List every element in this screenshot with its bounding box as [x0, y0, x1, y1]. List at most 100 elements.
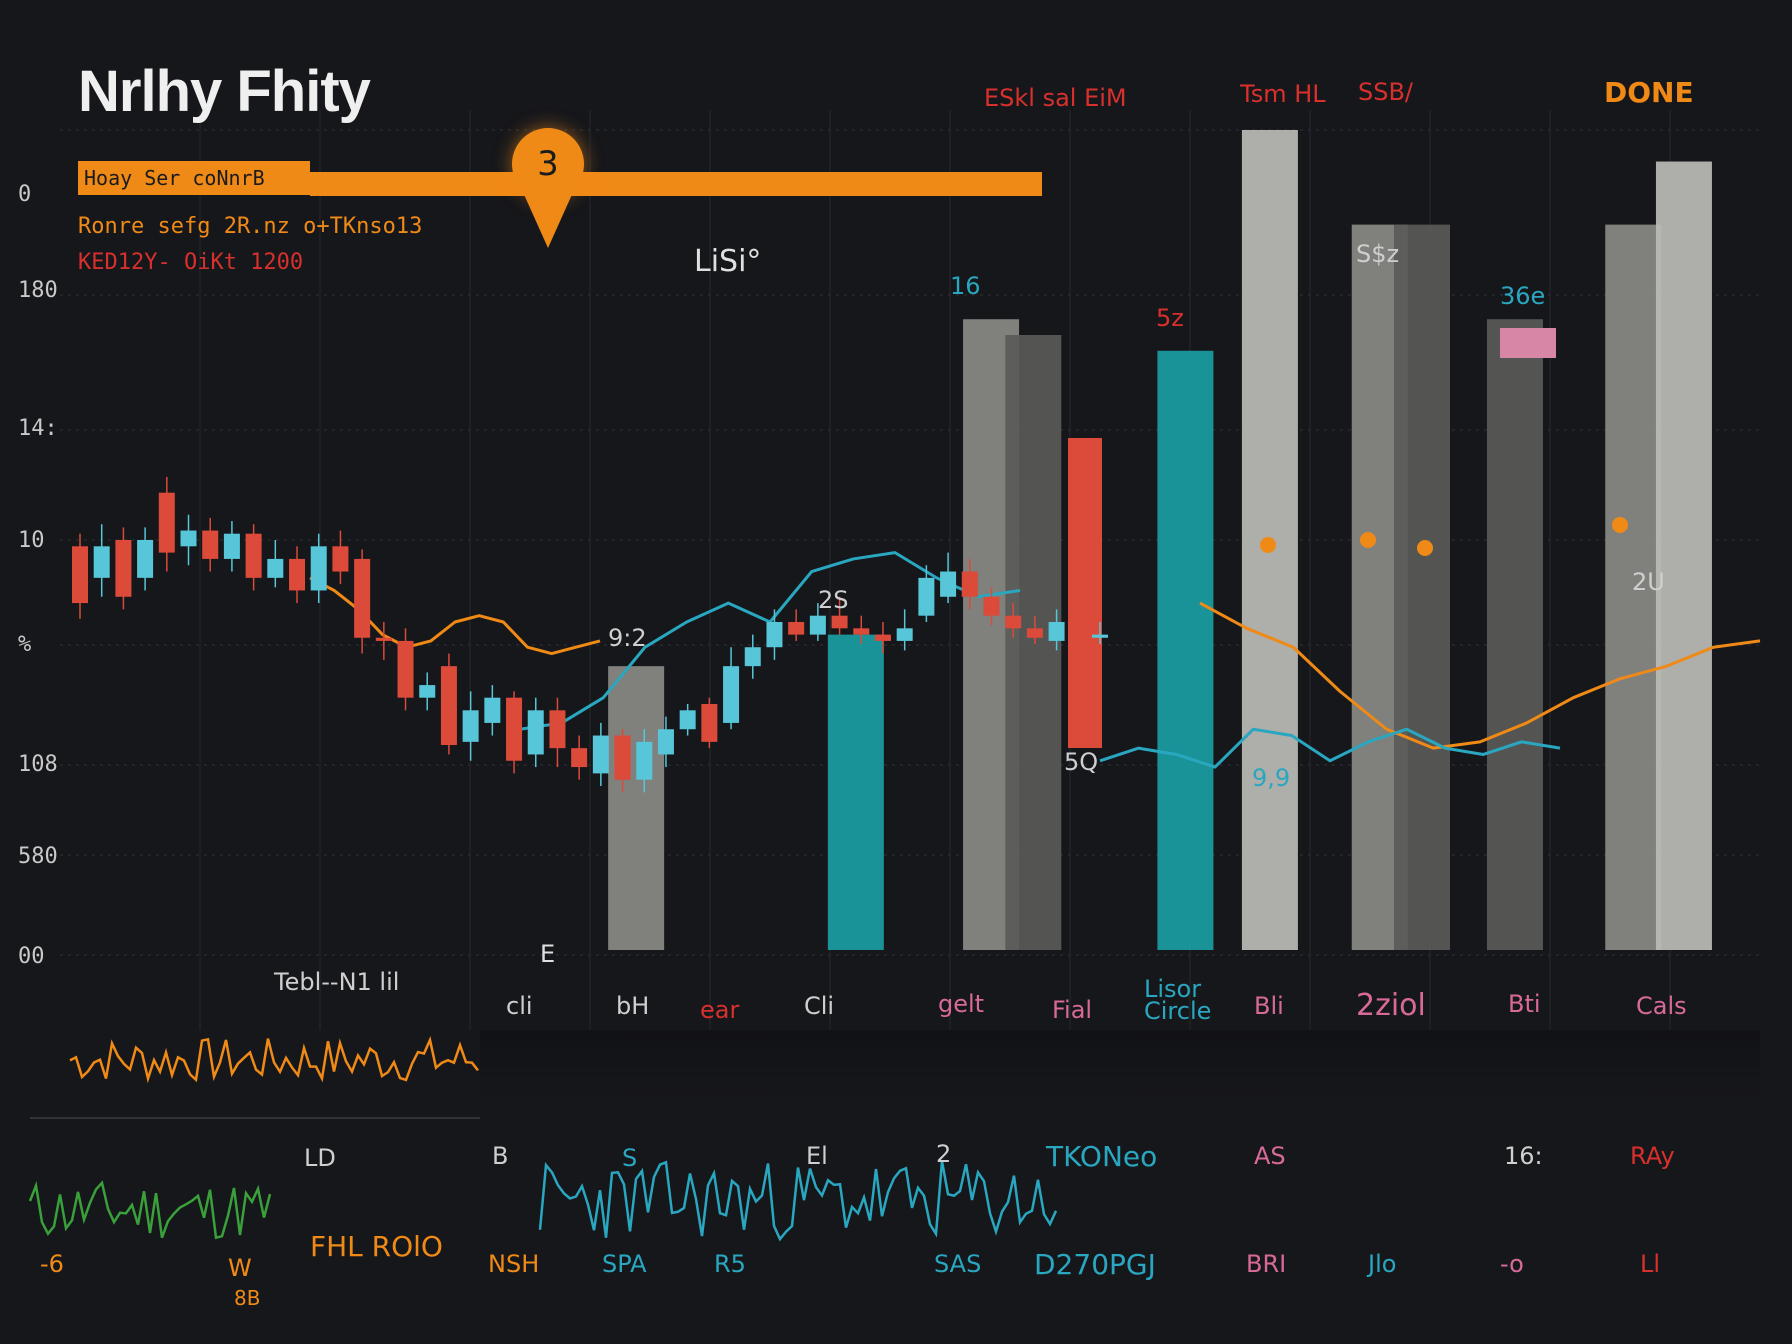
footer-label: SAS	[934, 1250, 982, 1278]
annotation-label: 16	[950, 272, 981, 300]
volume-bars	[608, 130, 1712, 951]
candle-body	[484, 697, 501, 723]
column-bar	[1394, 224, 1450, 951]
lower-label: 16:	[1504, 1142, 1543, 1170]
oscillator-line	[69, 1035, 479, 1084]
volume-wave	[28, 1180, 272, 1240]
candlesticks	[72, 476, 1108, 793]
y-tick-label: %	[18, 632, 32, 657]
candle-body	[853, 628, 870, 635]
panel-divider-shadow	[480, 1030, 1760, 1100]
indicator-dot	[1260, 537, 1276, 553]
candle-body	[723, 666, 740, 723]
annotation-label: 2S	[818, 586, 849, 614]
footer-label: Ll	[1640, 1250, 1661, 1278]
candle-body	[1070, 622, 1087, 638]
candle-body	[1005, 615, 1022, 629]
candle-body	[397, 640, 414, 698]
candle-body	[462, 710, 479, 742]
candle-body	[571, 748, 588, 768]
column-bar	[1157, 350, 1214, 950]
candle-body	[440, 666, 457, 745]
lower-label: AS	[1254, 1142, 1286, 1170]
lower-label: LD	[304, 1144, 336, 1172]
candle-body	[289, 558, 306, 591]
footer-label: BRI	[1246, 1250, 1287, 1278]
lower-label: RAy	[1630, 1142, 1675, 1170]
column-bar	[608, 666, 665, 950]
column-bar	[1005, 335, 1062, 950]
y-tick-label: 10	[18, 528, 45, 553]
indicator-dot	[1360, 532, 1376, 548]
candle-body	[636, 741, 653, 780]
candle-body	[549, 710, 566, 749]
lower-label: TKONeo	[1046, 1140, 1158, 1173]
footer-label: FHL ROlO	[310, 1230, 443, 1263]
marker-bar	[1068, 438, 1102, 748]
y-tick-label: 180	[18, 278, 58, 303]
x-tick-label: Bti	[1508, 990, 1541, 1018]
candle-body	[1092, 634, 1108, 638]
annotation-label: DONE	[1604, 76, 1694, 109]
candle-body	[983, 596, 1000, 616]
subtitle-1: Ronre sefg 2R.nz o+TKnso13	[78, 214, 423, 239]
candle-body	[809, 615, 826, 635]
x-tick-label: Cli	[804, 992, 835, 1020]
annotation-label: Tsm HL	[1240, 80, 1326, 108]
footer-label: NSH	[488, 1250, 540, 1278]
lower-panel	[28, 1035, 1058, 1242]
candle-body	[657, 729, 674, 755]
candle-body	[115, 540, 132, 597]
candle-body	[72, 546, 88, 604]
indicator-dot	[1612, 517, 1628, 533]
candle-body	[332, 546, 349, 572]
y-tick-label: 580	[18, 844, 58, 869]
pin-marker[interactable]: 3	[512, 128, 584, 200]
candle-body	[354, 558, 371, 638]
candle-body	[614, 735, 631, 780]
candle-body	[1026, 628, 1043, 638]
indicator-line	[309, 576, 601, 656]
indicator-line	[1099, 727, 1561, 769]
column-bar	[1605, 224, 1662, 951]
candle-body	[419, 685, 436, 698]
annotation-label: 9,9	[1252, 764, 1291, 792]
candle-body	[527, 710, 544, 755]
footer-label: D270PGJ	[1034, 1248, 1156, 1281]
annotation-label: SSB/	[1358, 78, 1414, 106]
footer-label: SPA	[602, 1250, 647, 1278]
candle-body	[180, 530, 197, 547]
candle-body	[961, 571, 978, 597]
candle-body	[245, 533, 262, 578]
indicator-line	[1199, 601, 1761, 750]
candle-body	[701, 704, 718, 742]
indicator-dot	[1417, 540, 1433, 556]
lower-label: S	[622, 1144, 638, 1172]
candle-body	[310, 546, 327, 591]
candle-body	[788, 622, 805, 635]
candle-body	[874, 634, 891, 641]
candle-body	[375, 637, 392, 641]
banner-bar	[310, 172, 1042, 196]
lower-label: 2	[936, 1140, 952, 1168]
y-tick-label: 0	[18, 182, 32, 207]
candle-body	[1048, 622, 1065, 641]
candle-body	[766, 622, 783, 648]
candle-body	[223, 533, 240, 559]
candle-body	[679, 710, 696, 730]
footer-label: -o	[1500, 1250, 1524, 1278]
annotation-label: 5Q	[1064, 748, 1099, 776]
footer-label: -6	[40, 1250, 64, 1278]
x-tick-label: 2ziol	[1356, 988, 1426, 1023]
candle-body	[831, 615, 848, 629]
x-tick-label: Cals	[1636, 992, 1687, 1020]
y-tick-label: 14:	[18, 416, 58, 441]
candle-body	[940, 571, 957, 597]
candle-body	[158, 492, 175, 553]
x-tick-label: bH	[616, 992, 650, 1020]
annotation-label: ESkl sal EiM	[984, 84, 1127, 112]
subtitle-2: KED12Y- OiKt 1200	[78, 250, 304, 275]
candle-body	[267, 558, 284, 578]
lower-label: El	[806, 1142, 828, 1170]
